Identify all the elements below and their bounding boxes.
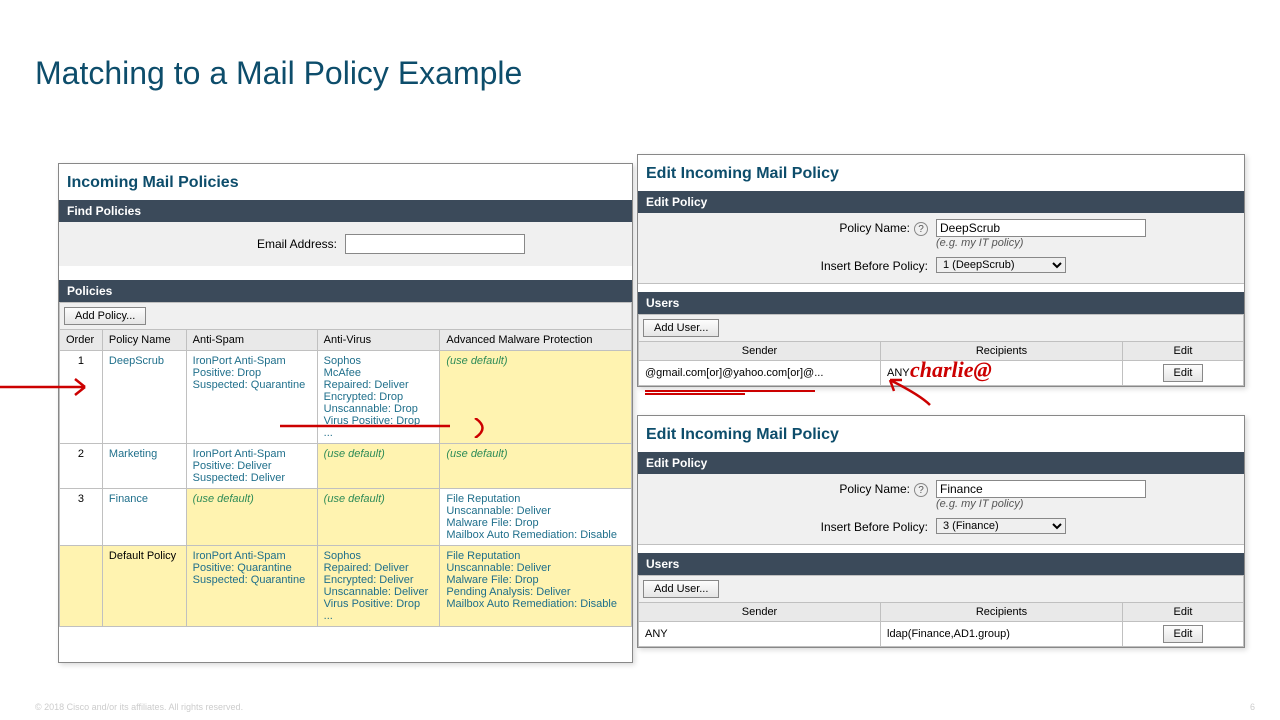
cell-order: 3 — [60, 489, 103, 546]
edit2-title: Edit Incoming Mail Policy — [638, 416, 1244, 452]
insert-before-label: Insert Before Policy: — [646, 257, 936, 273]
incoming-policies-panel: Incoming Mail Policies Find Policies Ema… — [58, 163, 633, 663]
policy-name-input-2[interactable] — [936, 480, 1146, 498]
insert-before-label-2: Insert Before Policy: — [646, 518, 936, 534]
users-table-2: Sender Recipients Edit ANY ldap(Finance,… — [638, 602, 1244, 647]
table-cell: (use default) — [317, 444, 440, 489]
user-sender-2: ANY — [639, 622, 881, 647]
edit-user-button-2[interactable]: Edit — [1163, 625, 1204, 643]
page-number: 6 — [1250, 702, 1255, 712]
find-header: Find Policies — [59, 200, 632, 222]
policies-header: Policies — [59, 280, 632, 302]
col-name: Policy Name — [102, 330, 186, 351]
table-cell: (use default) — [440, 444, 632, 489]
users-table-1: Sender Recipients Edit @gmail.com[or]@ya… — [638, 341, 1244, 386]
cell-name: Default Policy — [102, 546, 186, 627]
table-cell: (use default) — [186, 489, 317, 546]
table-cell: (use default) — [440, 351, 632, 444]
table-row: 3Finance(use default)(use default)File R… — [60, 489, 632, 546]
cell-name[interactable]: DeepScrub — [102, 351, 186, 444]
table-row: 1DeepScrubIronPort Anti-SpamPositive: Dr… — [60, 351, 632, 444]
policy-name-input[interactable] — [936, 219, 1146, 237]
policies-table: Order Policy Name Anti-Spam Anti-Virus A… — [59, 329, 632, 627]
add-policy-button[interactable]: Add Policy... — [64, 307, 146, 325]
help-icon[interactable]: ? — [914, 483, 928, 497]
table-cell: File ReputationUnscannable: DeliverMalwa… — [440, 546, 632, 627]
annotation-underline — [645, 388, 845, 398]
edit-policy-panel-1: Edit Incoming Mail Policy Edit Policy Po… — [637, 154, 1245, 387]
slide-title: Matching to a Mail Policy Example — [0, 0, 1280, 112]
email-input[interactable] — [345, 234, 525, 254]
table-cell: IronPort Anti-SpamPositive: DeliverSuspe… — [186, 444, 317, 489]
user-recipients-2: ldap(Finance,AD1.group) — [881, 622, 1123, 647]
table-cell: SophosRepaired: DeliverEncrypted: Delive… — [317, 546, 440, 627]
user-recipients: ANY — [881, 361, 1123, 386]
table-cell: SophosMcAfeeRepaired: DeliverEncrypted: … — [317, 351, 440, 444]
col-edit: Edit — [1123, 342, 1244, 361]
cell-name[interactable]: Marketing — [102, 444, 186, 489]
add-user-button[interactable]: Add User... — [643, 319, 719, 337]
edit2-users-header: Users — [638, 553, 1244, 575]
cell-name[interactable]: Finance — [102, 489, 186, 546]
edit2-policy-header: Edit Policy — [638, 452, 1244, 474]
edit-user-button[interactable]: Edit — [1163, 364, 1204, 382]
cell-order — [60, 546, 103, 627]
help-icon[interactable]: ? — [914, 222, 928, 236]
user-sender: @gmail.com[or]@yahoo.com[or]@... — [639, 361, 881, 386]
col-recipients-2: Recipients — [881, 603, 1123, 622]
col-virus: Anti-Virus — [317, 330, 440, 351]
col-spam: Anti-Spam — [186, 330, 317, 351]
panel-title: Incoming Mail Policies — [59, 164, 632, 200]
col-order: Order — [60, 330, 103, 351]
col-amp: Advanced Malware Protection — [440, 330, 632, 351]
table-cell: File ReputationUnscannable: DeliverMalwa… — [440, 489, 632, 546]
insert-before-select[interactable]: 1 (DeepScrub) — [936, 257, 1066, 273]
col-sender: Sender — [639, 342, 881, 361]
insert-before-select-2[interactable]: 3 (Finance) — [936, 518, 1066, 534]
col-edit-2: Edit — [1123, 603, 1244, 622]
policy-name-hint-2: (e.g. my IT policy) — [936, 498, 1023, 510]
table-row: 2MarketingIronPort Anti-SpamPositive: De… — [60, 444, 632, 489]
table-cell: (use default) — [317, 489, 440, 546]
edit1-title: Edit Incoming Mail Policy — [638, 155, 1244, 191]
email-label: Email Address: — [65, 237, 345, 251]
add-user-button-2[interactable]: Add User... — [643, 580, 719, 598]
find-body: Email Address: — [59, 222, 632, 266]
footer: © 2018 Cisco and/or its affiliates. All … — [35, 702, 243, 712]
edit1-policy-header: Edit Policy — [638, 191, 1244, 213]
col-recipients: Recipients — [881, 342, 1123, 361]
table-cell: IronPort Anti-SpamPositive: QuarantineSu… — [186, 546, 317, 627]
edit-policy-panel-2: Edit Incoming Mail Policy Edit Policy Po… — [637, 415, 1245, 648]
policy-name-hint: (e.g. my IT policy) — [936, 237, 1023, 249]
policy-name-label: Policy Name:? — [646, 219, 936, 236]
policy-name-label-2: Policy Name:? — [646, 480, 936, 497]
col-sender-2: Sender — [639, 603, 881, 622]
cell-order: 1 — [60, 351, 103, 444]
edit1-users-header: Users — [638, 292, 1244, 314]
table-cell: IronPort Anti-SpamPositive: DropSuspecte… — [186, 351, 317, 444]
cell-order: 2 — [60, 444, 103, 489]
table-row: Default PolicyIronPort Anti-SpamPositive… — [60, 546, 632, 627]
